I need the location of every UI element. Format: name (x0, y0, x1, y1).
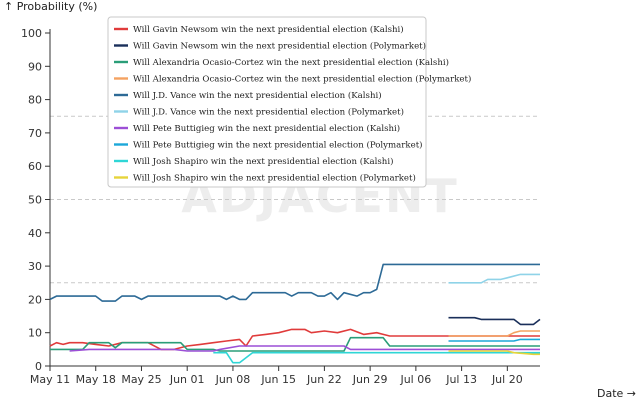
series-line-7 (448, 338, 540, 342)
y-tick-label-100: 100 (21, 27, 42, 40)
legend: Will Gavin Newsom win the next president… (107, 16, 471, 188)
y-tick-label-30: 30 (28, 260, 42, 273)
y-tick-label-10: 10 (28, 327, 42, 340)
legend-label-4: Will J.D. Vance win the next presidentia… (133, 90, 382, 101)
series-line-2 (50, 336, 540, 352)
legend-box (107, 16, 427, 188)
legend-label-5: Will J.D. Vance win the next presidentia… (133, 107, 404, 118)
y-tick-label-0: 0 (35, 360, 42, 373)
y-tick-label-60: 60 (28, 160, 42, 173)
x-tick-label-2025-06-08: Jun 08 (215, 373, 251, 386)
x-tick-label-2025-06-22: Jun 22 (306, 373, 342, 386)
x-tick-label-2025-05-18: May 18 (76, 373, 116, 386)
y-axis-label: ↑ Probability (%) (4, 0, 97, 13)
legend-label-7: Will Pete Buttigieg win the next preside… (133, 140, 423, 151)
y-tick-label-90: 90 (28, 60, 42, 73)
x-tick-label-2025-05-11: May 11 (30, 373, 70, 386)
series-line-3 (448, 330, 540, 337)
series-line-8 (213, 351, 540, 364)
legend-label-8: Will Josh Shapiro win the next president… (133, 156, 393, 167)
series-line-9 (448, 350, 540, 356)
x-tick-label-2025-06-15: Jun 15 (260, 373, 296, 386)
y-tick-label-70: 70 (28, 127, 42, 140)
y-tick-label-50: 50 (28, 194, 42, 207)
series-line-0 (49, 328, 540, 351)
series-line-5 (448, 273, 540, 284)
legend-label-3: Will Alexandria Ocasio-Cortez win the ne… (133, 74, 471, 85)
x-axis-label: Date → (597, 387, 636, 400)
legend-label-9: Will Josh Shapiro win the next president… (133, 173, 416, 184)
x-axis: May 11 May 18 May 25 Jun 01 Jun 08 Jun 15 Jun … (30, 365, 540, 386)
y-tick-label-20: 20 (28, 293, 42, 306)
legend-label-2: Will Alexandria Ocasio-Cortez win the ne… (133, 57, 449, 68)
x-tick-label-2025-07-20: Jul 20 (491, 373, 523, 386)
y-tick-label-80: 80 (28, 94, 42, 107)
y-tick-label-40: 40 (28, 227, 42, 240)
x-tick-label-2025-07-13: Jul 13 (445, 373, 477, 386)
x-tick-label-2025-06-29: Jun 29 (352, 373, 388, 386)
series-line-6 (69, 345, 540, 352)
x-tick-label-2025-05-25: May 25 (121, 373, 161, 386)
series-line-1 (448, 316, 541, 326)
y-axis: 0 10 20 30 40 50 60 70 80 90 100 (21, 27, 51, 373)
legend-label-1: Will Gavin Newsom win the next president… (133, 41, 426, 52)
legend-label-6: Will Pete Buttigieg win the next preside… (133, 123, 400, 134)
series-line-4 (49, 263, 540, 302)
legend-label-0: Will Gavin Newsom win the next president… (133, 24, 404, 35)
x-tick-label-2025-06-01: Jun 01 (169, 373, 205, 386)
series-lines (49, 263, 541, 364)
x-tick-label-2025-07-06: Jul 06 (399, 373, 431, 386)
